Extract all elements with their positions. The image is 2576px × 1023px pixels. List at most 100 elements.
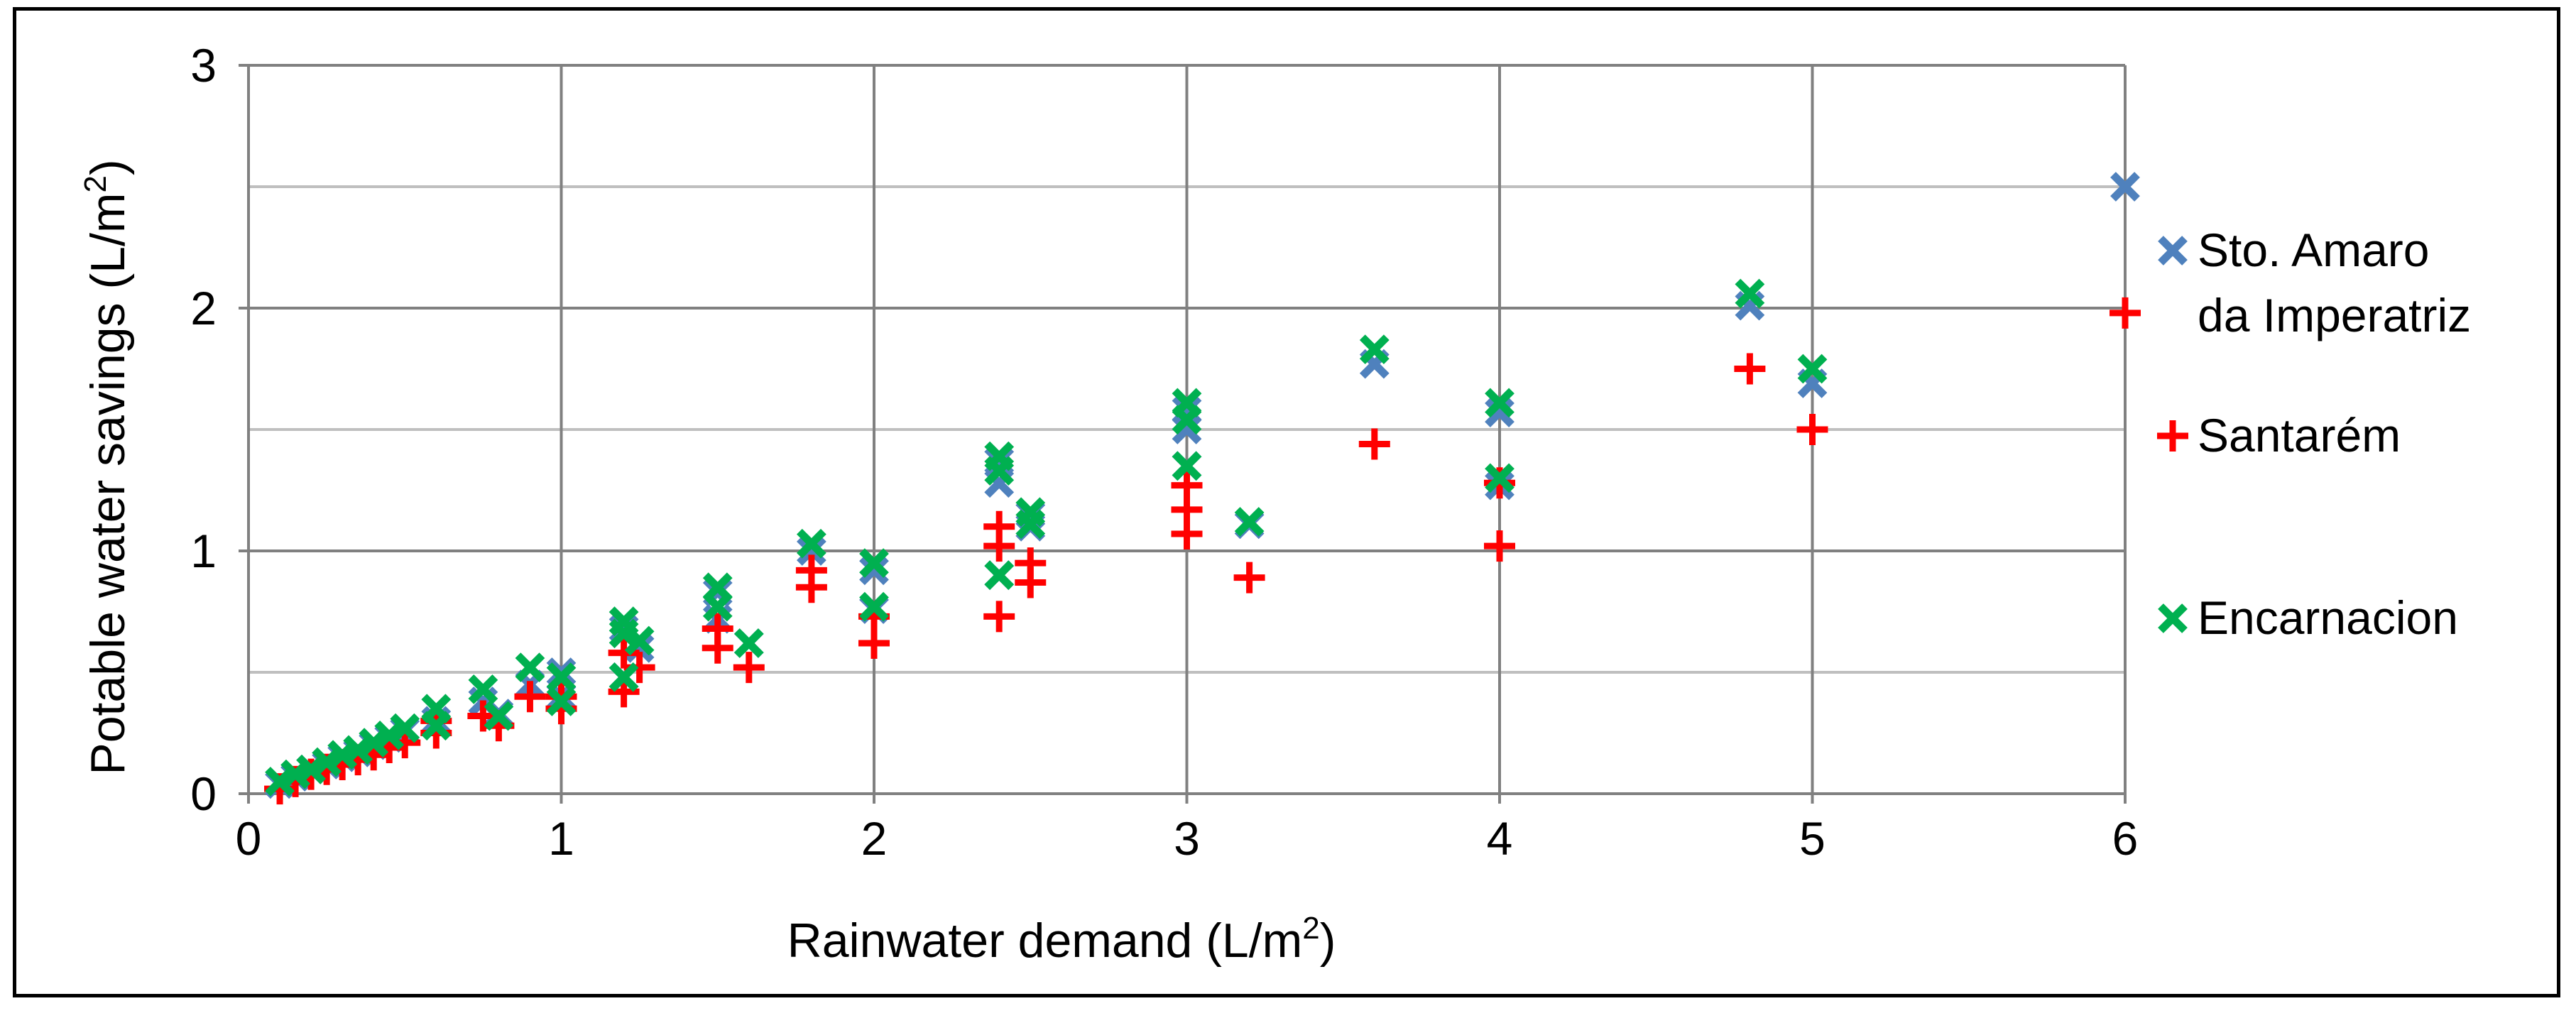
point-encarnacion: [608, 618, 639, 649]
marker-stroke: [312, 747, 342, 777]
y-axis-title-suffix: ): [81, 159, 135, 175]
legend-item-santarem: Santarém: [2157, 409, 2401, 461]
point-encarnacion: [733, 628, 764, 658]
x-axis-title-main: Rainwater demand (L/m: [787, 914, 1303, 968]
point-encarnacion: [624, 625, 655, 656]
x-axis-title: Rainwater demand (L/m2): [787, 911, 1336, 968]
point-encarnacion: [359, 728, 389, 758]
marker-stroke: [2158, 236, 2188, 266]
marker-stroke: [1172, 451, 1202, 481]
marker-stroke: [624, 625, 655, 656]
marker-stroke: [984, 560, 1015, 591]
point-encarnacion: [468, 674, 498, 704]
marker-stroke: [797, 528, 826, 559]
point-encarnacion: [265, 767, 295, 797]
series-sto-amaro-da-imperatriz: [265, 172, 2140, 799]
point-encarnacion: [1359, 334, 1390, 365]
chart-frame: [13, 7, 2560, 997]
tick-labels: 0 1 2 3 4 5 6 0 1 2 3: [190, 39, 2138, 865]
point-encarnacion: [984, 456, 1015, 486]
x-tick-label: 2: [861, 812, 888, 865]
legend-item-encarnacion: Encarnacion: [2158, 591, 2458, 644]
y-axis-title-main: Potable water savings (L/m: [81, 192, 135, 775]
legend-marker: [2158, 603, 2188, 633]
point-santarem: [1484, 530, 1515, 562]
legend-marker: [2157, 420, 2188, 452]
point-santarem: [608, 637, 640, 669]
marker-stroke: [1485, 463, 1515, 493]
marker-stroke: [390, 713, 420, 743]
point-encarnacion: [608, 662, 639, 692]
marker-stroke: [733, 628, 764, 658]
x-tick-label: 4: [1487, 812, 1513, 865]
point-encarnacion: [1172, 405, 1202, 435]
point-sto-amaro-da-imperatriz: [2110, 172, 2140, 202]
marker-stroke: [797, 536, 826, 566]
axis-titles: Rainwater demand (L/m2) Potable water sa…: [78, 159, 1336, 968]
legend-label: Santarém: [2198, 409, 2401, 461]
point-encarnacion: [984, 560, 1015, 591]
series-encarnacion: [265, 278, 1828, 797]
marker-stroke: [2158, 603, 2188, 633]
x-axis-title-sup: 2: [1302, 911, 1319, 946]
point-santarem: [983, 601, 1015, 633]
marker-stroke: [1172, 415, 1202, 444]
point-encarnacion: [312, 747, 342, 777]
y-axis-title: Potable water savings (L/m2): [78, 159, 135, 775]
marker-stroke: [608, 618, 639, 649]
data-points: [264, 172, 2141, 805]
marker-stroke: [343, 735, 373, 765]
marker-stroke: [374, 721, 405, 750]
point-santarem: [1358, 428, 1390, 460]
y-axis-title-sup: 2: [78, 175, 113, 192]
point-encarnacion: [390, 713, 420, 743]
point-encarnacion: [421, 711, 452, 741]
point-encarnacion: [1485, 388, 1515, 418]
x-tick-label: 6: [2112, 812, 2139, 865]
point-santarem: [1796, 414, 1828, 445]
legend-label: Sto. Amaro: [2198, 224, 2430, 276]
legend-label: da Imperatriz: [2198, 289, 2471, 341]
point-sto-amaro-da-imperatriz: [1172, 415, 1202, 444]
point-encarnacion: [546, 686, 577, 716]
marker-stroke: [1172, 405, 1202, 435]
point-santarem: [514, 681, 546, 713]
y-tick-label: 1: [190, 525, 217, 577]
marker-stroke: [1797, 354, 1828, 384]
point-encarnacion: [1485, 463, 1515, 493]
marker-stroke: [546, 662, 577, 692]
point-santarem: [2110, 297, 2141, 329]
point-encarnacion: [343, 735, 373, 765]
point-encarnacion: [702, 591, 733, 622]
point-santarem: [1233, 562, 1265, 593]
marker-stroke: [702, 591, 733, 622]
point-santarem: [983, 530, 1015, 562]
point-encarnacion: [374, 721, 405, 750]
marker-stroke: [859, 591, 889, 622]
x-axis-title-suffix: ): [1320, 914, 1336, 968]
marker-stroke: [1485, 388, 1515, 418]
marker-stroke: [468, 674, 498, 704]
marker-stroke: [546, 686, 577, 716]
marker-stroke: [984, 456, 1015, 486]
point-encarnacion: [859, 591, 889, 622]
point-santarem: [1015, 567, 1047, 598]
marker-stroke: [608, 662, 639, 692]
x-tick-label: 0: [236, 812, 262, 865]
marker-stroke: [1735, 278, 1765, 309]
point-encarnacion: [1234, 507, 1265, 537]
marker-stroke: [859, 555, 889, 586]
point-encarnacion: [515, 652, 545, 683]
marker-stroke: [484, 701, 514, 731]
point-sto-amaro-da-imperatriz: [859, 555, 889, 586]
legend-item-sto-amaro-da-imperatriz: Sto. Amaro da Imperatriz: [2158, 224, 2471, 341]
x-tick-label: 5: [1799, 812, 1825, 865]
marker-stroke: [421, 711, 452, 741]
point-encarnacion: [1735, 278, 1765, 309]
marker-stroke: [1359, 334, 1390, 365]
marker-stroke: [1015, 509, 1046, 540]
legend-marker: [2158, 236, 2188, 266]
point-encarnacion: [1172, 451, 1202, 481]
point-santarem: [733, 652, 765, 684]
